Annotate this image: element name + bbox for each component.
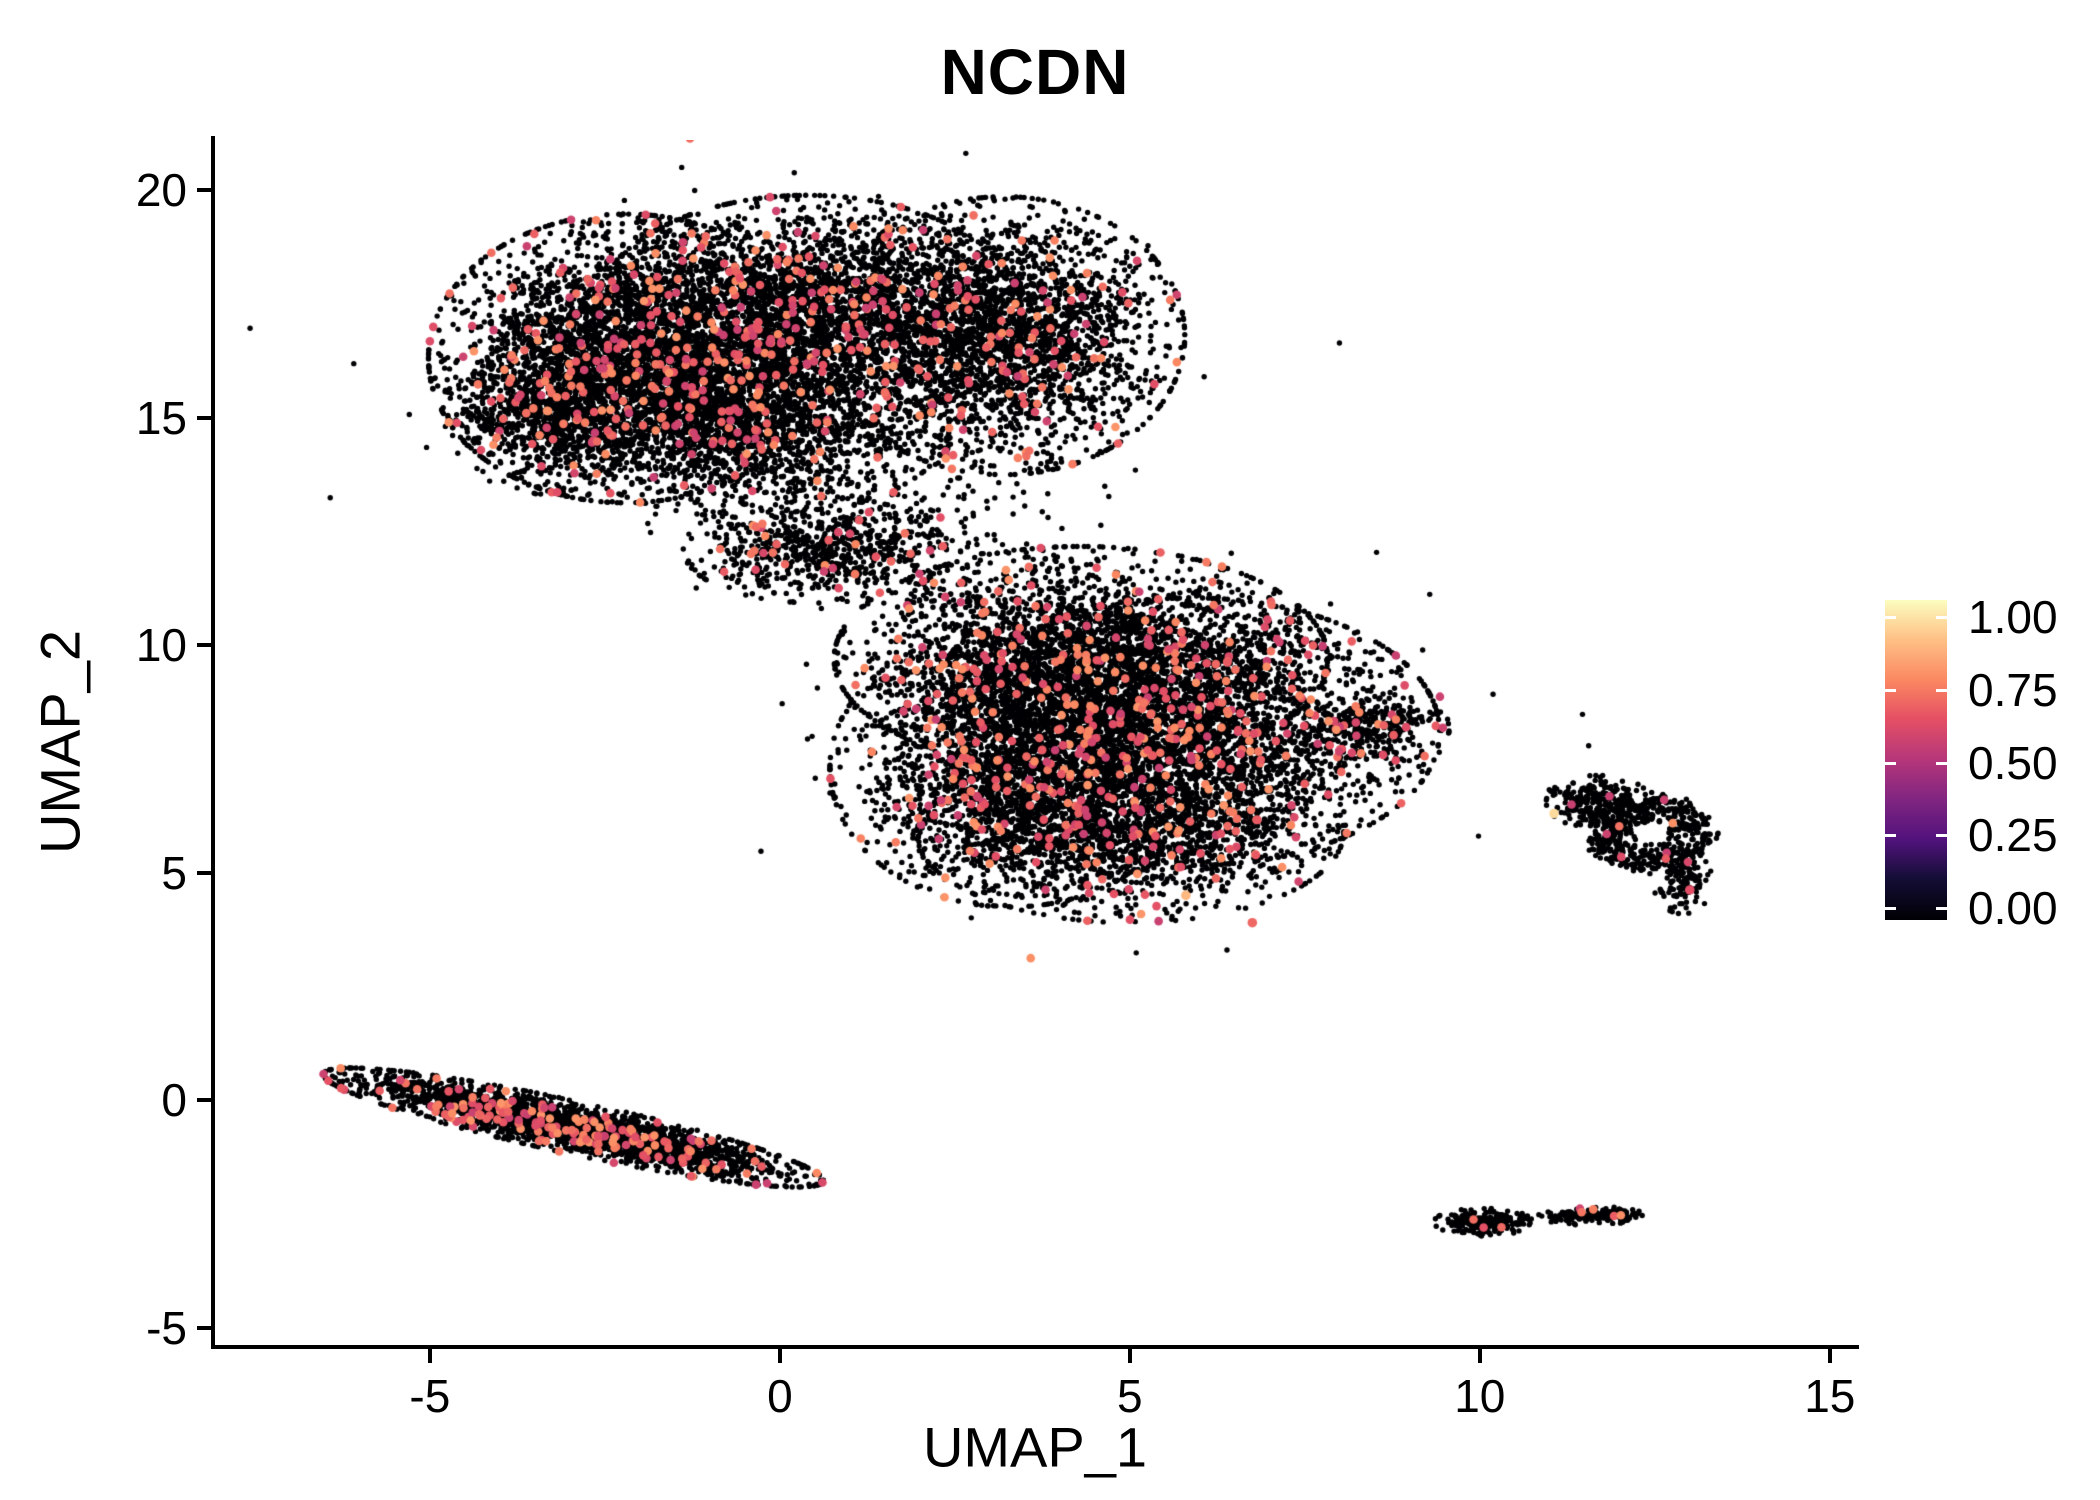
x-tick-label: 15 (1804, 1370, 1856, 1422)
colorbar-tick-mark (1936, 761, 1947, 765)
chart-title: NCDN (940, 36, 1130, 108)
y-tick-label: 5 (161, 846, 187, 899)
x-tick-mark (1477, 1349, 1482, 1363)
colorbar-gradient (1885, 600, 1947, 920)
colorbar-tick-mark (1936, 834, 1947, 838)
y-tick-label: 20 (135, 164, 187, 217)
x-axis-line (211, 1345, 1859, 1349)
y-tick-label: -5 (146, 1301, 187, 1354)
y-tick-mark (197, 415, 211, 420)
x-axis-label: UMAP_1 (922, 1415, 1148, 1479)
y-axis-line (211, 136, 215, 1349)
x-tick-mark (777, 1349, 782, 1363)
colorbar-tick-mark (1885, 834, 1896, 838)
colorbar-tick-mark (1936, 616, 1947, 619)
y-tick-label: 15 (135, 391, 187, 444)
y-tick-mark (197, 1325, 211, 1330)
colorbar-tick-mark (1885, 616, 1896, 619)
x-tick-mark (1127, 1349, 1132, 1363)
x-tick-label: 10 (1454, 1370, 1506, 1422)
umap-scatter-canvas (215, 140, 1855, 1345)
colorbar-tick-mark (1885, 907, 1896, 910)
colorbar-tick-label: 1.00 (1968, 591, 2058, 643)
colorbar-tick-mark (1885, 688, 1896, 692)
colorbar-tick-label: 0.75 (1968, 663, 2058, 716)
x-tick-mark (427, 1349, 432, 1363)
y-tick-mark (197, 1098, 211, 1103)
y-tick-mark (197, 188, 211, 193)
y-tick-label: 10 (135, 619, 187, 672)
x-tick-label: 5 (1117, 1370, 1143, 1422)
x-tick-mark (1827, 1349, 1832, 1363)
y-tick-mark (197, 870, 211, 875)
colorbar-tick-label: 0.25 (1968, 809, 2058, 862)
x-tick-label: -5 (409, 1370, 451, 1422)
colorbar-tick-mark (1936, 907, 1947, 910)
colorbar-tick-mark (1936, 688, 1947, 692)
x-tick-label: 0 (767, 1370, 793, 1422)
colorbar-tick-label: 0.50 (1968, 736, 2058, 789)
colorbar-tick-label: 0.00 (1968, 882, 2058, 934)
y-tick-label: 0 (161, 1074, 187, 1127)
colorbar-tick-mark (1885, 761, 1896, 765)
y-tick-mark (197, 643, 211, 648)
